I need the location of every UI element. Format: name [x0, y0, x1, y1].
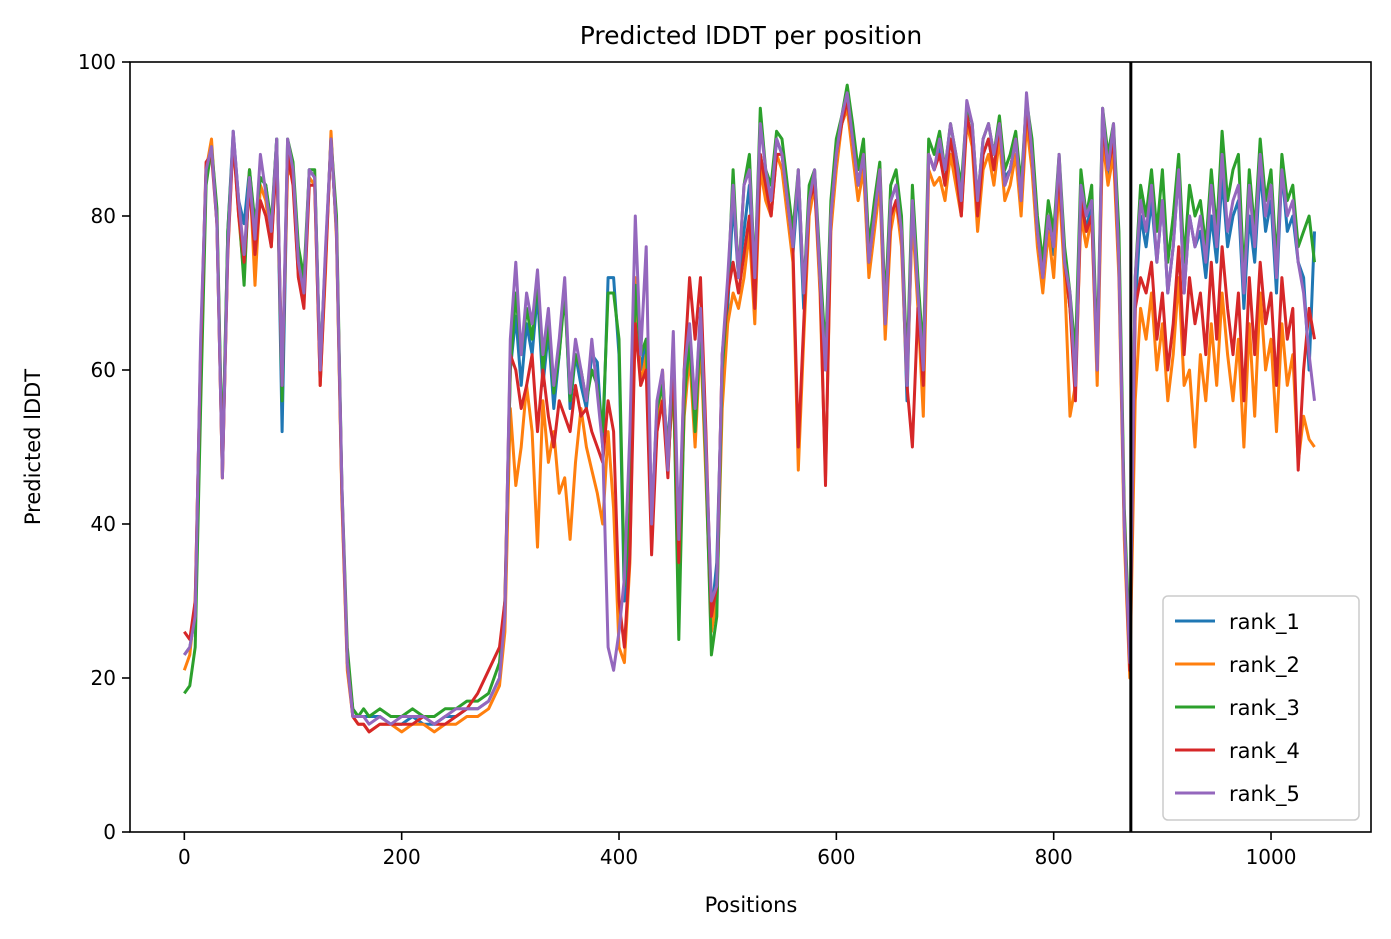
legend: rank_1 rank_2 rank_3 rank_4 rank_5 [1162, 595, 1360, 821]
legend-label-rank_1: rank_1 [1229, 610, 1300, 635]
chart-title: Predicted lDDT per position [580, 21, 922, 50]
x-axis: 0 200 400 600 800 1000 [178, 832, 1297, 869]
legend-label-rank_4: rank_4 [1229, 739, 1300, 764]
x-tick-label: 600 [817, 845, 855, 869]
y-tick-label: 40 [91, 512, 116, 536]
plot-lines [182, 83, 1316, 734]
legend-label-rank_3: rank_3 [1229, 696, 1300, 721]
y-axis-title: Predicted lDDT [21, 369, 45, 525]
y-axis: 0 20 40 60 80 100 [78, 50, 130, 844]
legend-label-rank_2: rank_2 [1229, 653, 1300, 678]
series-line-rank_1 [183, 106, 1316, 726]
legend-label-rank_5: rank_5 [1229, 782, 1300, 807]
x-tick-label: 200 [383, 845, 421, 869]
plot-frame [129, 61, 1372, 833]
y-tick-label: 0 [103, 820, 116, 844]
x-tick-label: 1000 [1246, 845, 1297, 869]
y-tick-label: 100 [78, 50, 116, 74]
x-tick-label: 0 [178, 845, 191, 869]
x-tick-label: 400 [600, 845, 638, 869]
legend-box [1162, 595, 1360, 821]
y-tick-label: 60 [91, 358, 116, 382]
series-line-rank_5 [183, 91, 1316, 726]
y-tick-label: 20 [91, 666, 116, 690]
x-tick-label: 800 [1035, 845, 1073, 869]
x-axis-title: Positions [705, 893, 798, 917]
y-tick-label: 80 [91, 204, 116, 228]
